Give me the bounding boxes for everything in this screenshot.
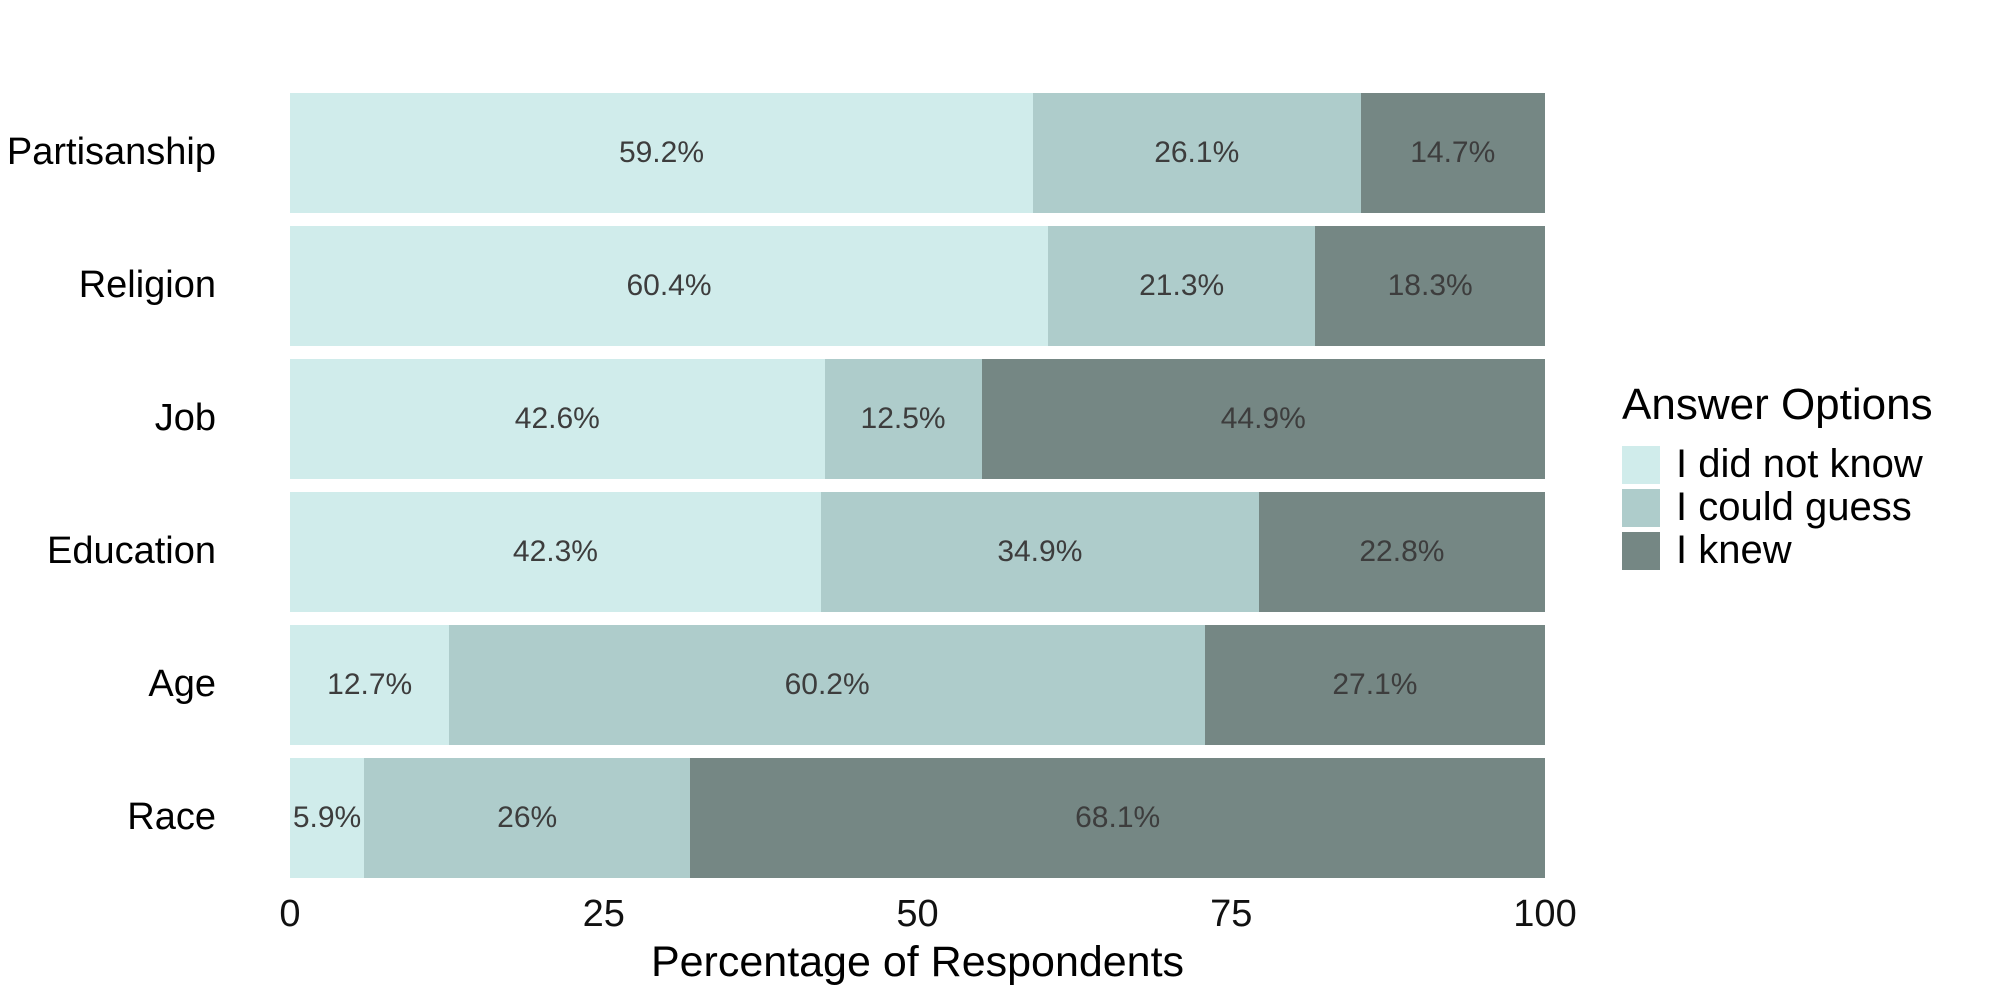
legend-swatch <box>1622 488 1660 527</box>
x-tick-label: 0 <box>279 893 301 935</box>
bar-segment-label: 21.3% <box>1139 268 1225 302</box>
legend-item: I knew <box>1622 528 2000 572</box>
bar-segment-label: 5.9% <box>292 800 362 834</box>
bar-segment: 14.7% <box>1360 92 1545 213</box>
bar-segment: 60.4% <box>290 225 1049 346</box>
bar-segment-label: 12.5% <box>860 401 946 435</box>
bar-segment-label: 27.1% <box>1332 667 1418 701</box>
bar-track: 59.2% 26.1% 14.7% <box>290 92 1545 213</box>
legend-swatch <box>1622 531 1660 570</box>
y-axis-label: Race <box>127 796 216 838</box>
bar-segment: 42.3% <box>290 491 821 612</box>
y-axis-label: Job <box>154 397 216 439</box>
bar-segment: 21.3% <box>1048 225 1316 346</box>
bar-segment-label: 26.1% <box>1154 135 1240 169</box>
legend: Answer Options I did not know I could gue… <box>1622 380 2000 572</box>
bar-track: 12.7% 60.2% 27.1% <box>290 624 1545 745</box>
bar-segment: 12.7% <box>290 624 450 745</box>
x-tick-label: 75 <box>1210 893 1253 935</box>
bar-segment: 44.9% <box>981 358 1545 479</box>
legend-items: I did not know I could guess I knew <box>1622 442 2000 572</box>
bar-row: Partisanship 59.2% 26.1% 14.7% <box>0 86 1545 219</box>
bar-segment-label: 44.9% <box>1220 401 1306 435</box>
legend-item: I did not know <box>1622 442 2000 486</box>
bar-segment: 26% <box>364 757 691 878</box>
bar-segment-label: 42.3% <box>512 534 598 568</box>
bar-segment-label: 18.3% <box>1387 268 1473 302</box>
bar-segment-label: 42.6% <box>514 401 600 435</box>
bar-row: Education 42.3% 34.9% 22.8% <box>0 485 1545 618</box>
bar-track: 60.4% 21.3% 18.3% <box>290 225 1545 346</box>
legend-item: I could guess <box>1622 485 2000 529</box>
bar-track: 42.6% 12.5% 44.9% <box>290 358 1545 479</box>
bar-segment-label: 12.7% <box>327 667 413 701</box>
bar-segment-label: 59.2% <box>618 135 705 169</box>
x-axis-ticks: 0 25 50 75 100 <box>279 893 1576 939</box>
bar-track: 42.3% 34.9% 22.8% <box>290 491 1545 612</box>
bar-segment-label: 22.8% <box>1359 534 1445 568</box>
legend-title: Answer Options <box>1622 380 1933 429</box>
bar-segment: 59.2% <box>290 92 1033 213</box>
bar-track: 5.9% 26% 68.1% <box>290 757 1545 878</box>
bar-segment: 18.3% <box>1315 225 1545 346</box>
bar-row: Age 12.7% 60.2% 27.1% <box>0 618 1545 751</box>
bar-segment-label: 60.4% <box>626 268 712 302</box>
bar-segment: 68.1% <box>690 757 1545 878</box>
y-axis-label: Age <box>148 663 216 705</box>
x-tick-label: 100 <box>1513 893 1577 935</box>
bar-row: Religion 60.4% 21.3% 18.3% <box>0 219 1545 352</box>
x-tick-label: 50 <box>896 893 939 935</box>
bar-row: Job 42.6% 12.5% 44.9% <box>0 352 1545 485</box>
bar-segment-label: 60.2% <box>784 667 870 701</box>
legend-item-label: I could guess <box>1676 485 1912 529</box>
plot-area: Partisanship 59.2% 26.1% 14.7% Religion 60.4%… <box>0 86 1545 884</box>
bar-row: Race 5.9% 26% 68.1% <box>0 751 1545 884</box>
x-tick-label: 25 <box>582 893 625 935</box>
bar-segment: 26.1% <box>1032 92 1361 213</box>
bar-segment-label: 26% <box>497 800 558 834</box>
bar-segment: 34.9% <box>820 491 1259 612</box>
legend-item-label: I knew <box>1676 528 1792 572</box>
legend-item-label: I did not know <box>1676 442 1923 486</box>
bar-segment: 60.2% <box>449 624 1205 745</box>
bar-segment-label: 68.1% <box>1075 800 1161 834</box>
x-axis-title: Percentage of Respondents <box>650 938 1185 986</box>
bar-segment: 22.8% <box>1258 491 1545 612</box>
bar-segment-label: 14.7% <box>1410 135 1496 169</box>
bar-segment: 12.5% <box>824 358 982 479</box>
bar-segment: 42.6% <box>290 358 825 479</box>
y-axis-label: Partisanship <box>6 131 216 173</box>
bar-segment: 5.9% <box>290 757 365 878</box>
bar-segment-label: 34.9% <box>997 534 1083 568</box>
y-axis-label: Religion <box>78 264 216 306</box>
bar-segment: 27.1% <box>1204 624 1545 745</box>
legend-swatch <box>1622 445 1660 484</box>
y-axis-label: Education <box>46 530 216 572</box>
